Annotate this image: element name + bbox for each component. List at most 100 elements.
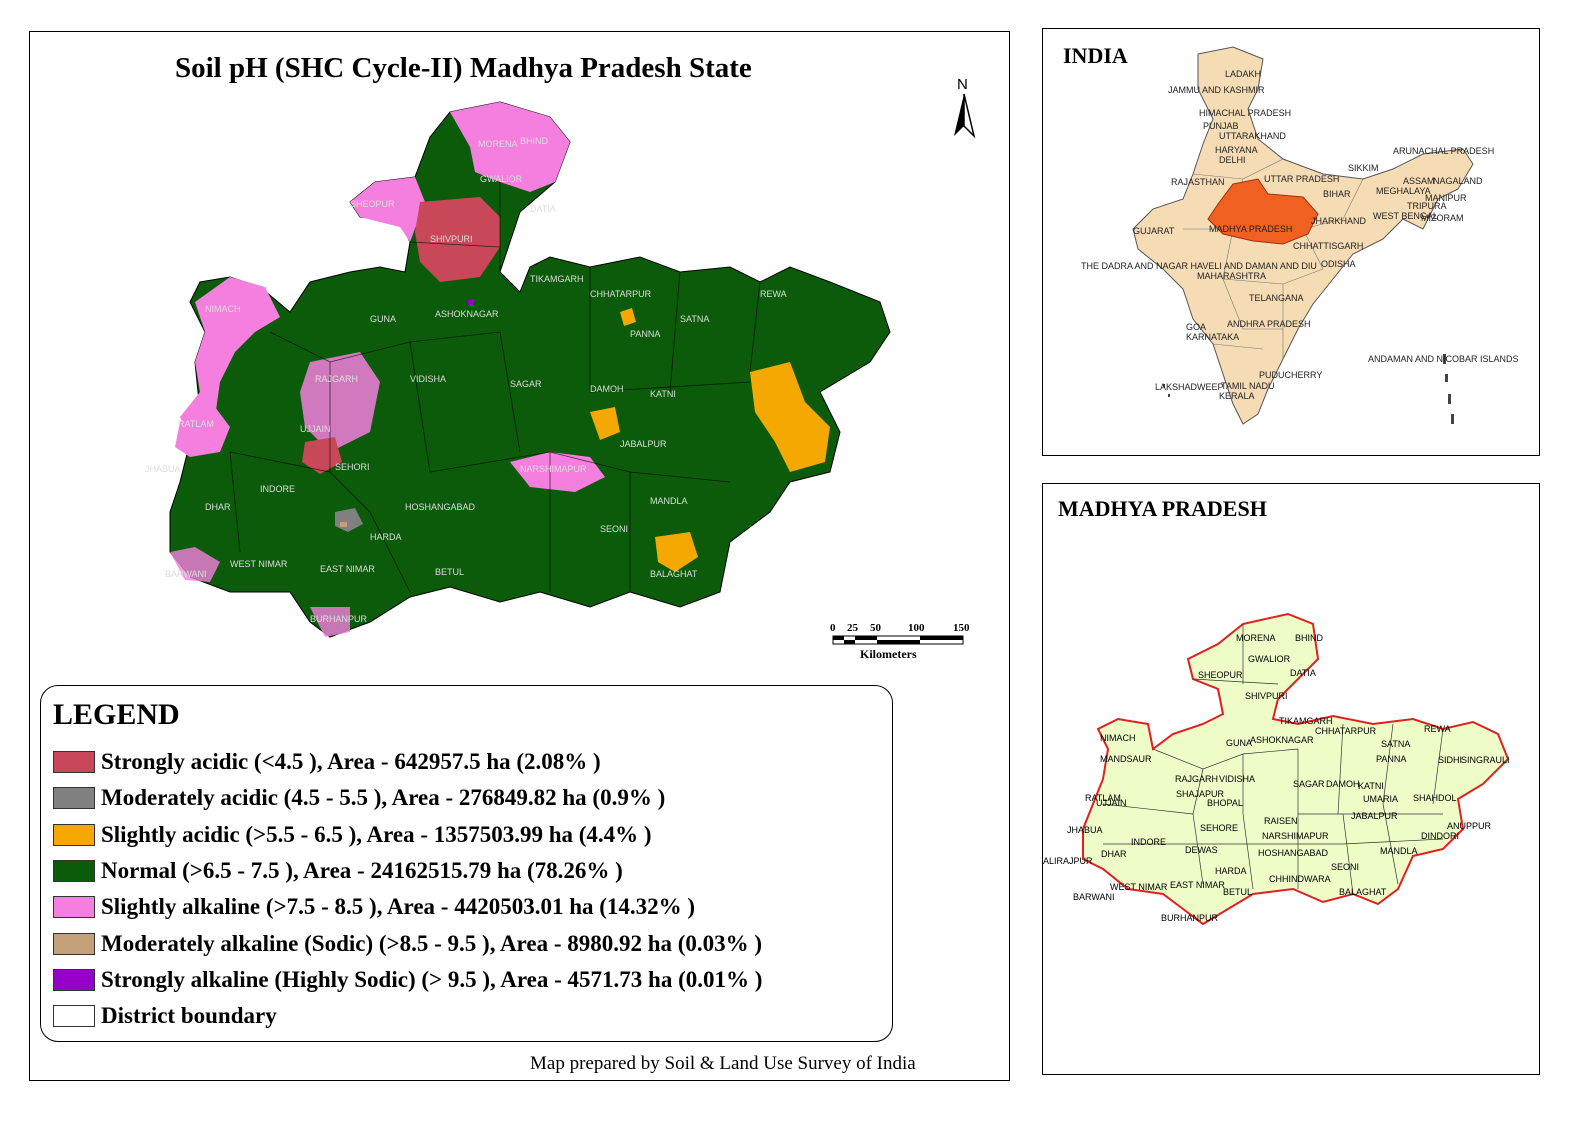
place-label: PUNJAB — [1203, 121, 1239, 131]
place-label: BHOPAL — [1207, 798, 1243, 808]
place-label: TELANGANA — [1249, 293, 1304, 303]
place-label: BURHANPUR — [310, 614, 368, 624]
place-label: LADAKH — [1225, 69, 1261, 79]
place-label: MAHARASHTRA — [1197, 271, 1266, 281]
place-label: PANNA — [1376, 754, 1406, 764]
place-label: NARSHIMAPUR — [520, 464, 587, 474]
strongly-acidic-region-dewas — [302, 437, 342, 474]
place-label: MEGHALAYA — [1376, 186, 1431, 196]
place-label: HARDA — [1215, 866, 1247, 876]
madhya-pradesh-highlight — [1207, 178, 1319, 245]
place-label: TIKAMGARH — [530, 274, 584, 284]
place-label: SEONI — [600, 524, 628, 534]
place-label: PUDUCHERRY — [1259, 370, 1322, 380]
place-label: MANDLA — [650, 496, 688, 506]
place-label: UJJAIN — [300, 424, 331, 434]
place-label: SIKKIM — [1348, 163, 1379, 173]
legend-swatch — [53, 932, 95, 955]
scale-tick-label: 50 — [870, 622, 882, 634]
legend-item: Normal (>6.5 - 7.5 ), Area - 24162515.79… — [53, 855, 623, 887]
place-label: KATNI — [1358, 781, 1384, 791]
place-label: MORENA — [1236, 633, 1276, 643]
place-label: ODISHA — [1321, 259, 1356, 269]
place-label: ANUPPUR — [1447, 821, 1492, 831]
place-label: BURHANPUR — [1161, 913, 1219, 923]
moderately-alkaline-spot — [340, 522, 347, 527]
place-label: JHABUA — [1067, 825, 1103, 835]
legend-label: Slightly alkaline (>7.5 - 8.5 ), Area - … — [101, 894, 696, 920]
place-label: BHIND — [1295, 633, 1324, 643]
place-label: DAMOH — [590, 384, 624, 394]
place-label: DELHI — [1219, 155, 1246, 165]
main-map-frame: Soil pH (SHC Cycle-II) Madhya Pradesh St… — [29, 31, 1010, 1081]
slightly-acidic-region-damoh — [590, 407, 620, 440]
place-label: SATNA — [1381, 739, 1410, 749]
place-label: ASSAM — [1403, 176, 1435, 186]
slightly-alkaline-region-north — [450, 102, 570, 192]
place-label: BHIND — [520, 136, 549, 146]
place-label: SEHORE — [1200, 823, 1238, 833]
mp-district-borders — [1102, 624, 1444, 895]
place-label: CHHATARPUR — [1315, 726, 1377, 736]
place-label: INDORE — [1131, 837, 1166, 847]
place-label: LAKSHADWEEP — [1155, 382, 1224, 392]
place-label: INDORE — [260, 484, 295, 494]
mp-district-map: MORENA BHIND GWALIOR DATIA SHEOPUR SHIVPURI TI… — [1043, 612, 1510, 926]
scale-tick-label: 150 — [953, 622, 970, 634]
place-label: GOA — [1186, 322, 1206, 332]
scale-bar: 0 25 50 100 150 Kilometers — [830, 622, 970, 661]
slightly-acidic-region-shahdol — [750, 362, 830, 472]
place-label: BARWANI — [1073, 892, 1115, 902]
place-label: MANDLA — [1380, 846, 1418, 856]
place-label: DEWAS — [1185, 845, 1218, 855]
place-label: DHAR — [1101, 849, 1127, 859]
soil-ph-map: MORENA BHIND GWALIOR DATIA SHEOPUR SHIVPURI TI… — [145, 101, 891, 638]
legend-item: Slightly acidic (>5.5 - 6.5 ), Area - 13… — [53, 819, 652, 851]
place-label: MANDSAUR — [1100, 754, 1152, 764]
place-label: RAISEN — [1264, 816, 1298, 826]
legend-label: Moderately alkaline (Sodic) (>8.5 - 9.5 … — [101, 930, 763, 956]
place-label: UTTARAKHAND — [1219, 131, 1286, 141]
place-label: JHARKHAND — [1311, 216, 1367, 226]
place-label: ALIRAJPUR — [1043, 856, 1093, 866]
place-label: JAMMU AND KASHMIR — [1168, 85, 1265, 95]
legend-heading: LEGEND — [53, 698, 180, 731]
north-arrow-icon — [954, 93, 976, 139]
place-label: DHAR — [205, 502, 231, 512]
place-label: SEONI — [1331, 862, 1359, 872]
place-label: SINGRAULI — [1461, 755, 1510, 765]
place-label: PANNA — [630, 329, 660, 339]
place-label: MORENA — [478, 139, 518, 149]
place-label: RAJGARH — [315, 374, 358, 384]
scale-unit-label: Kilometers — [860, 647, 917, 661]
legend-label: Strongly acidic (<4.5 ), Area - 642957.5… — [101, 749, 601, 774]
place-label: REWA — [760, 289, 787, 299]
place-label: EAST NIMAR — [320, 564, 375, 574]
mp-label-group: MORENA BHIND GWALIOR DATIA SHEOPUR SHIVPURI TI… — [1043, 633, 1510, 923]
slightly-alkaline-region-ratlam — [175, 407, 230, 457]
place-label: BIHAR — [1323, 189, 1351, 199]
legend-swatch — [53, 1005, 95, 1028]
place-label: DATIA — [1290, 668, 1316, 678]
scale-tick-label: 25 — [847, 622, 859, 634]
place-label: NIMACH — [1100, 733, 1136, 743]
north-label: N — [957, 76, 968, 93]
place-label: CHHATTISGARH — [1293, 241, 1363, 251]
legend-item: Moderately alkaline (Sodic) (>8.5 - 9.5 … — [53, 928, 762, 960]
place-label: TAMIL NADU — [1221, 381, 1275, 391]
slightly-alkaline-region-narsimhapur — [510, 452, 605, 492]
place-label: UMARIA — [1363, 794, 1398, 804]
place-label: MANIPUR — [1425, 193, 1467, 203]
place-label: ASHOKNAGAR — [1250, 735, 1314, 745]
place-label: RAJGARH — [1175, 774, 1218, 784]
place-label: BALAGHAT — [650, 569, 698, 579]
place-label: SHIVPURI — [1245, 691, 1288, 701]
legend-swatch — [53, 859, 95, 882]
legend-label: Normal (>6.5 - 7.5 ), Area - 24162515.79… — [101, 857, 623, 883]
place-label: HOSHANGABAD — [405, 502, 476, 512]
place-label: WEST NIMAR — [230, 559, 288, 569]
place-label: RAJASTHAN — [1171, 177, 1225, 187]
place-label: NAGALAND — [1433, 176, 1483, 186]
place-label: MIZORAM — [1421, 213, 1464, 223]
place-label: REWA — [1424, 724, 1451, 734]
